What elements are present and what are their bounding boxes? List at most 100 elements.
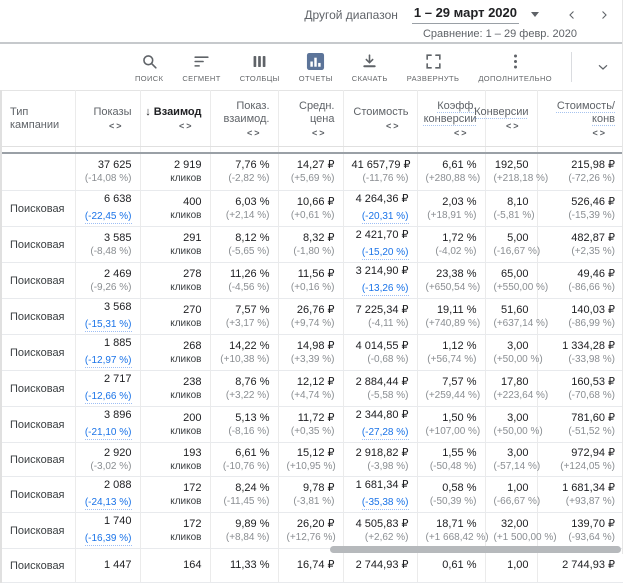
metric-cell: 1,50 %(+107,00 %): [417, 407, 485, 443]
change-percent-link[interactable]: (-35,38 %): [362, 496, 409, 510]
metric-cell: 8,32 ₽(-1,80 %): [278, 227, 343, 263]
expand-button[interactable]: РАЗВЕРНУТЬ: [407, 52, 460, 83]
header-avg-price[interactable]: Средн. цена <>: [278, 91, 343, 147]
metric-cell: 3 214,90 ₽(-13,26 %): [343, 263, 417, 299]
metric-cell: 4 014,55 ₽(-0,68 %): [343, 335, 417, 371]
metric-value: 5,00: [494, 232, 529, 245]
metric-value: 19,11 %: [426, 304, 477, 317]
header-conversions[interactable]: Конверсии <>: [485, 91, 537, 147]
change-percent: (-9,26 %): [84, 281, 132, 294]
caret-down-icon[interactable]: [531, 12, 539, 17]
metric-value: 1,72 %: [426, 232, 477, 245]
search-button[interactable]: ПОИСК: [135, 52, 163, 83]
metric-value: 2 918,82 ₽: [352, 447, 409, 460]
header-impressions[interactable]: Показы <>: [75, 91, 140, 147]
change-percent: (+4,74 %): [287, 389, 335, 402]
change-percent-link[interactable]: (-12,97 %): [85, 354, 132, 368]
change-percent: (-5,81 %): [494, 209, 529, 222]
change-percent: (+1 668,42 %): [426, 531, 477, 544]
horizontal-scrollbar-thumb[interactable]: [330, 546, 621, 553]
change-percent: (+56,74 %): [426, 353, 477, 366]
chart-toggle-icon[interactable]: <>: [506, 122, 521, 131]
table-row: Поисковая2 920(-3,02 %)193кликов6,61 %(-…: [2, 443, 623, 477]
range-type-label[interactable]: Другой диапазон: [304, 8, 398, 22]
chart-toggle-icon[interactable]: <>: [454, 129, 469, 138]
change-percent: (-14,08 %): [84, 172, 132, 185]
chart-toggle-icon[interactable]: <>: [109, 122, 124, 131]
download-button[interactable]: СКАЧАТЬ: [352, 52, 388, 83]
columns-icon: [250, 52, 269, 71]
table-row: Поисковая3 585(-8,48 %)291кликов8,12 %(-…: [2, 227, 623, 263]
change-percent: (-33,98 %): [546, 353, 616, 366]
next-range-button[interactable]: [593, 5, 615, 25]
change-percent-link[interactable]: (-15,31 %): [85, 318, 132, 332]
table-row: Поисковая2 469(-9,26 %)278кликов11,26 %(…: [2, 263, 623, 299]
metric-value: 215,98 ₽: [546, 159, 616, 172]
metric-cell: 172кликов: [140, 477, 210, 513]
metric-value: 2,03 %: [426, 196, 477, 209]
metric-cell: 278кликов: [140, 263, 210, 299]
metric-value: 1,55 %: [426, 447, 477, 460]
change-percent: (+218,18 %): [494, 172, 529, 185]
metric-value: 7,57 %: [426, 376, 477, 389]
metric-cell: 65,00(+550,00 %): [485, 263, 537, 299]
change-percent: (-10,76 %): [219, 460, 270, 473]
date-range-picker[interactable]: 1 – 29 март 2020: [412, 5, 519, 24]
toolbar-label: ОТЧЕТЫ: [299, 74, 333, 83]
table-row: Поисковая2 717(-12,66 %)238кликов8,76 %(…: [2, 371, 623, 407]
chart-toggle-icon[interactable]: <>: [247, 129, 262, 138]
prev-range-button[interactable]: [561, 5, 583, 25]
metric-cell: 41 657,79 ₽(-11,76 %): [343, 153, 417, 191]
change-percent: (-50,39 %): [426, 495, 477, 508]
metric-value: 8,10: [494, 196, 529, 209]
metric-cell: 7,57 %(+259,44 %): [417, 371, 485, 407]
change-percent: (-86,66 %): [546, 281, 616, 294]
header-interaction-rate[interactable]: Показ. взаимод. <>: [210, 91, 278, 147]
change-percent-link[interactable]: (-12,66 %): [85, 390, 132, 404]
change-percent-link[interactable]: (-15,20 %): [362, 246, 409, 260]
metric-value: 268: [149, 340, 202, 353]
change-percent-link[interactable]: (-24,13 %): [85, 496, 132, 510]
metric-cell: 1 885(-12,97 %): [75, 335, 140, 371]
metric-value: 7,57 %: [219, 304, 270, 317]
metric-cell: 9,78 ₽(-3,81 %): [278, 477, 343, 513]
header-interactions-sorted[interactable]: ↓ Взаимод <>: [140, 91, 210, 147]
change-percent-link[interactable]: (-21,10 %): [85, 426, 132, 440]
change-percent: (+12,76 %): [287, 531, 335, 544]
reports-button[interactable]: ОТЧЕТЫ: [299, 52, 333, 83]
collapse-toolbar-button[interactable]: [591, 59, 615, 75]
change-percent: (-70,68 %): [546, 389, 616, 402]
change-percent-link[interactable]: (-22,45 %): [85, 210, 132, 224]
change-percent-link[interactable]: (-16,39 %): [85, 532, 132, 546]
metric-cell: 215,98 ₽(-72,26 %): [537, 153, 623, 191]
metric-cell: 17,80(+223,64 %): [485, 371, 537, 407]
metric-value: 2 744,93 ₽: [352, 559, 409, 572]
header-cost-per-conversion[interactable]: Стоимость/конв <>: [537, 91, 623, 147]
chart-toggle-icon[interactable]: <>: [312, 129, 327, 138]
more-button[interactable]: ДОПОЛНИТЕЛЬНО: [478, 52, 552, 83]
chart-toggle-icon[interactable]: <>: [386, 122, 401, 131]
chart-toggle-icon[interactable]: <>: [592, 129, 607, 138]
change-percent-link[interactable]: (-13,26 %): [362, 282, 409, 296]
metric-cell: 19,11 %(+740,89 %): [417, 299, 485, 335]
columns-button[interactable]: СТОЛБЦЫ: [240, 52, 280, 83]
expand-icon: [424, 52, 443, 71]
metric-value: 291: [149, 232, 202, 245]
metric-cell: 9,89 %(+8,84 %): [210, 513, 278, 549]
chart-toggle-icon[interactable]: <>: [179, 122, 194, 131]
change-percent: (-2,82 %): [219, 172, 270, 185]
metric-cell: 51,60(+637,14 %): [485, 299, 537, 335]
metric-value: 2 421,70 ₽: [352, 229, 409, 242]
change-percent: (+9,74 %): [287, 317, 335, 330]
change-percent: (-4,56 %): [219, 281, 270, 294]
change-percent: (+2,62 %): [352, 531, 409, 544]
change-percent-link[interactable]: (-20,31 %): [362, 210, 409, 224]
segment-button[interactable]: СЕГМЕНТ: [182, 52, 220, 83]
metric-cell: 2 421,70 ₽ (-15,20 %): [343, 227, 417, 263]
header-cost[interactable]: Стоимость <>: [343, 91, 417, 147]
metric-cell: 400кликов: [140, 191, 210, 227]
metric-value: 65,00: [494, 268, 529, 281]
change-percent-link[interactable]: (-27,28 %): [362, 426, 409, 440]
metric-cell: 37 625(-14,08 %): [75, 153, 140, 191]
metric-cell: 160,53 ₽(-70,68 %): [537, 371, 623, 407]
